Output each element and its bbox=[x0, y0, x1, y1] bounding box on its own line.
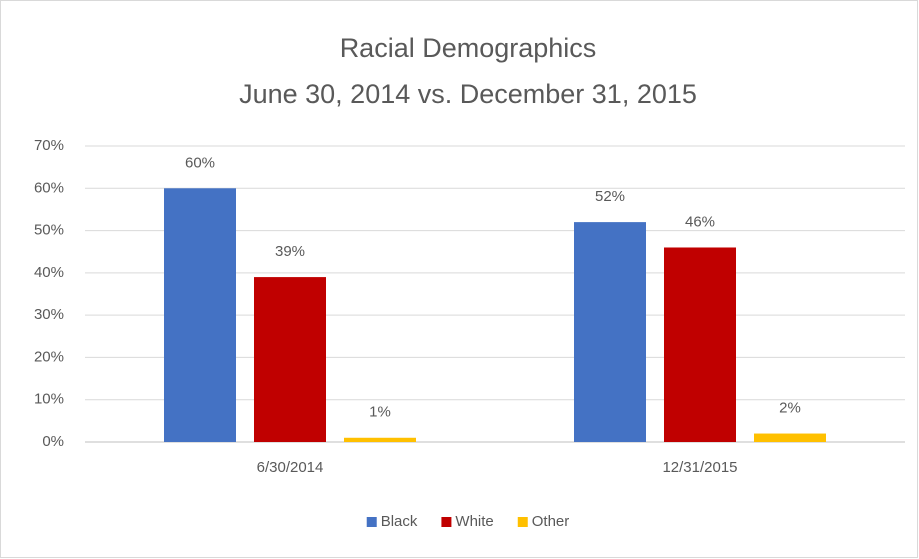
legend-label: Other bbox=[532, 513, 570, 530]
bar bbox=[164, 188, 236, 442]
y-tick-label: 40% bbox=[34, 264, 64, 281]
x-tick-label: 6/30/2014 bbox=[257, 459, 324, 476]
chart-subtitle: June 30, 2014 vs. December 31, 2015 bbox=[239, 79, 697, 109]
legend-label: Black bbox=[381, 513, 418, 530]
y-tick-label: 70% bbox=[34, 137, 64, 154]
y-tick-label: 30% bbox=[34, 306, 64, 323]
chart-title: Racial Demographics bbox=[340, 33, 597, 63]
bar bbox=[344, 437, 416, 442]
data-label: 60% bbox=[185, 154, 215, 171]
y-tick-label: 60% bbox=[34, 179, 64, 196]
legend-swatch bbox=[441, 517, 452, 527]
data-label: 46% bbox=[685, 213, 715, 230]
legend-swatch bbox=[517, 517, 528, 527]
bar bbox=[754, 433, 826, 442]
x-tick-label: 12/31/2015 bbox=[662, 459, 737, 476]
y-tick-label: 20% bbox=[34, 348, 64, 365]
data-label: 1% bbox=[369, 404, 391, 421]
legend-swatch bbox=[366, 517, 377, 527]
bar bbox=[664, 247, 736, 442]
data-label: 2% bbox=[779, 400, 801, 417]
data-label: 52% bbox=[595, 188, 625, 205]
y-tick-label: 10% bbox=[34, 391, 64, 408]
bar bbox=[254, 277, 326, 442]
data-label: 39% bbox=[275, 243, 305, 260]
y-tick-label: 0% bbox=[42, 433, 64, 450]
legend-label: White bbox=[455, 513, 493, 530]
y-tick-label: 50% bbox=[34, 222, 64, 239]
bar bbox=[574, 222, 646, 442]
